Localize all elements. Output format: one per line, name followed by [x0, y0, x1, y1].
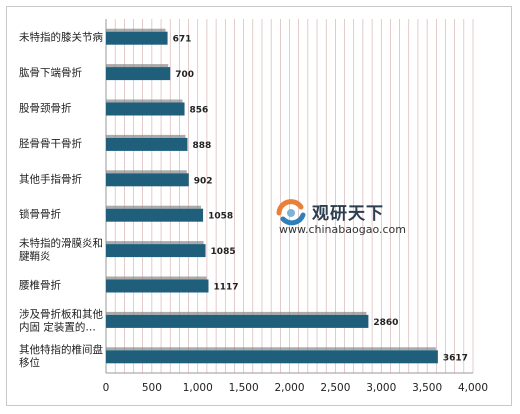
- value-label: 1058: [208, 212, 233, 222]
- bar-chart: 671 700 856 888 902 1058 1085 1117 2860 3617 未特指的…: [19, 19, 488, 394]
- watermark: 观研天下 www.chinabaogao.com: [276, 199, 406, 236]
- category-labels: 未特指的膝关节病肱骨下端骨折股骨颈骨折胫骨骨干骨折其他手指骨折锁骨骨折未特指的滑…: [19, 31, 103, 369]
- bar: [106, 173, 189, 187]
- x-tick-label: 1,500: [229, 382, 259, 394]
- watermark-url: www.chinabaogao.com: [279, 223, 406, 236]
- bar: [106, 31, 168, 45]
- bar: [106, 67, 171, 81]
- category-label: 股骨颈骨折: [19, 102, 72, 115]
- category-label: 其他特指的椎间盘: [19, 343, 103, 356]
- value-label: 700: [175, 70, 194, 80]
- x-tick-label: 3,000: [366, 382, 396, 394]
- bar: [106, 137, 188, 151]
- x-tick-label: 1,000: [183, 382, 213, 394]
- value-label: 902: [194, 176, 213, 186]
- bar-top-shade: [106, 205, 202, 209]
- value-label: 3617: [443, 353, 468, 363]
- bar: [106, 314, 369, 328]
- x-axis-ticks: 0 500 1,000 1,500 2,000 2,500 3,000 3,500 4,000: [103, 382, 488, 394]
- bars: 671 700 856 888 902 1058 1085 1117 2860 3617: [106, 28, 468, 364]
- x-tick-label: 2,500: [320, 382, 350, 394]
- category-label: 移位: [19, 356, 40, 369]
- bar-top-shade: [106, 347, 436, 351]
- bar-top-shade: [106, 134, 186, 138]
- category-label: 未特指的滑膜炎和: [19, 237, 103, 250]
- value-label: 1117: [213, 283, 238, 293]
- bar: [106, 244, 206, 258]
- x-tick-label: 500: [142, 382, 162, 394]
- bar: [106, 350, 438, 364]
- x-tick-label: 0: [103, 382, 110, 394]
- bar: [106, 279, 209, 293]
- value-label: 2860: [373, 318, 398, 328]
- bar-top-shade: [106, 170, 187, 174]
- bar-top-shade: [106, 311, 367, 315]
- category-label: 锁骨骨折: [19, 208, 61, 221]
- bar-top-shade: [106, 241, 204, 245]
- category-label: 其他手指骨折: [19, 172, 82, 185]
- value-label: 1085: [211, 247, 236, 257]
- bar-top-shade: [106, 276, 207, 280]
- chart-frame: 671 700 856 888 902 1058 1085 1117 2860 3617 未特指的…: [6, 6, 512, 406]
- watermark-logo-icon: [276, 199, 306, 226]
- category-label: 腱鞘炎: [19, 250, 51, 263]
- category-label: 胫骨骨干骨折: [19, 137, 82, 150]
- value-label: 856: [190, 106, 209, 116]
- value-label: 671: [173, 35, 192, 45]
- x-tick-label: 2,000: [274, 382, 304, 394]
- category-label: 未特指的膝关节病: [19, 31, 103, 44]
- category-label: 内固 定装置的…: [19, 320, 96, 333]
- x-tick-label: 4,000: [458, 382, 488, 394]
- bar: [106, 102, 185, 116]
- category-label: 肱骨下端骨折: [19, 66, 82, 79]
- bar-top-shade: [106, 99, 183, 103]
- value-label: 888: [192, 141, 211, 151]
- watermark-title: 观研天下: [311, 204, 384, 224]
- category-label: 腰椎骨折: [19, 279, 61, 292]
- x-tick-label: 3,500: [412, 382, 442, 394]
- category-label: 涉及骨折板和其他: [19, 307, 103, 320]
- bar: [106, 208, 204, 222]
- bar-top-shade: [106, 64, 169, 68]
- bar-top-shade: [106, 28, 166, 32]
